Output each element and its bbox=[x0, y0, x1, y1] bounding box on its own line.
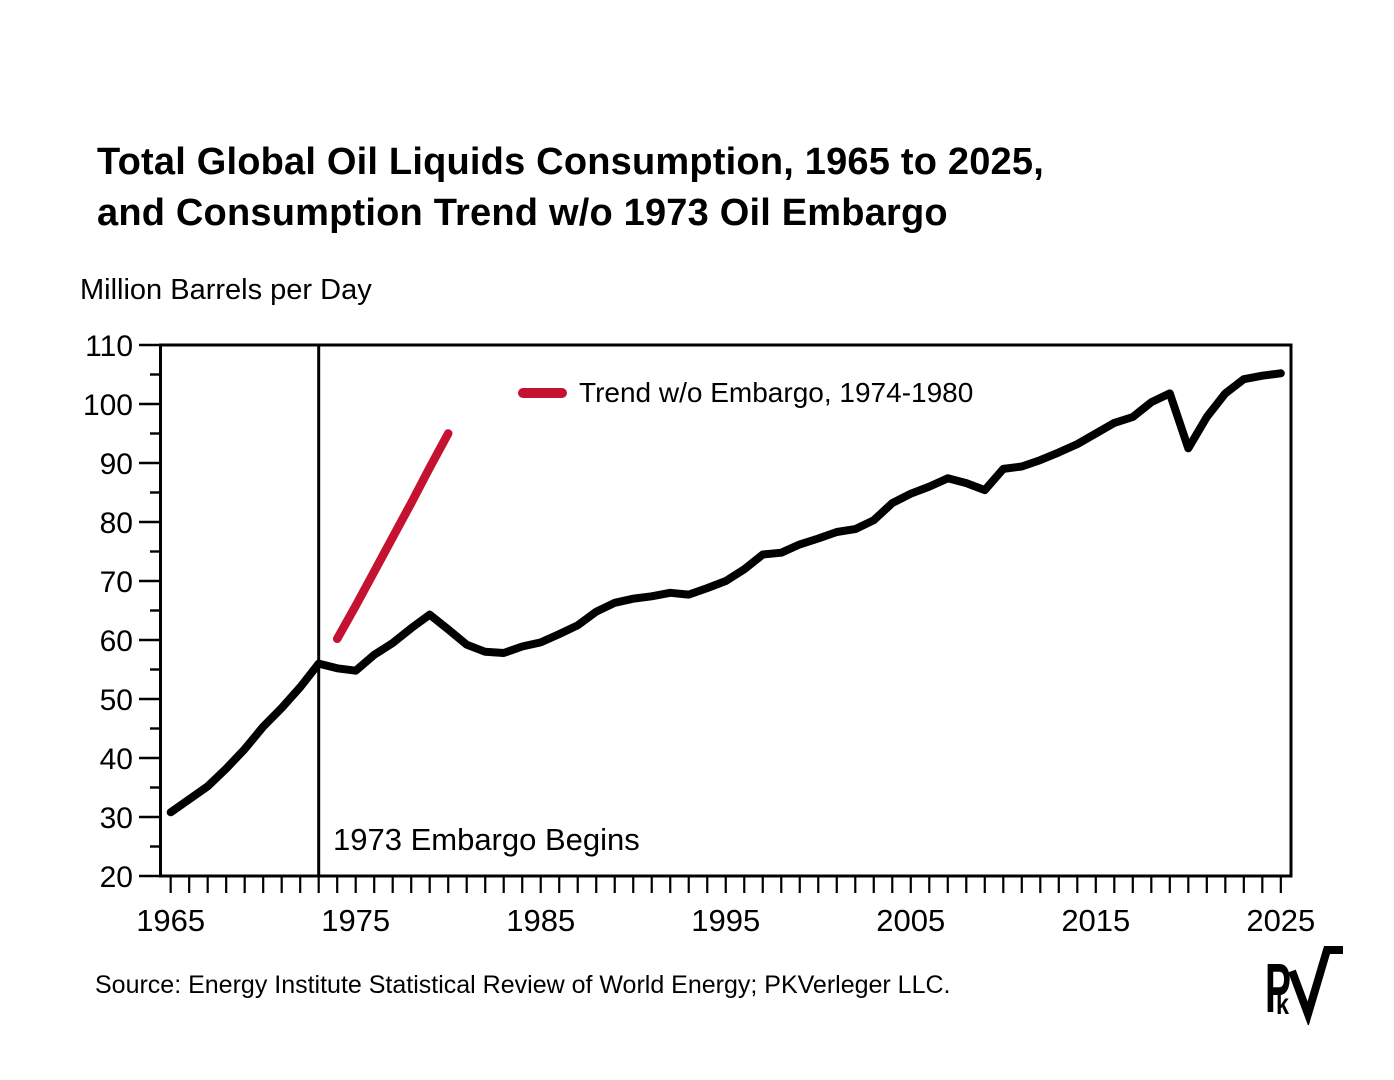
y-tick-label: 70 bbox=[100, 566, 133, 599]
y-tick-label: 60 bbox=[100, 625, 133, 658]
y-axis-unit-label: Million Barrels per Day bbox=[80, 274, 372, 306]
x-tick-label: 1975 bbox=[321, 903, 390, 938]
y-tick-label: 100 bbox=[83, 389, 133, 422]
chart-title-line2: and Consumption Trend w/o 1973 Oil Embar… bbox=[97, 192, 948, 234]
trend-series-line bbox=[332, 429, 453, 644]
logo-letter-k: k bbox=[1276, 988, 1289, 1021]
embargo-annotation: 1973 Embargo Begins bbox=[333, 822, 640, 857]
pkverleger-logo: P k bbox=[1265, 946, 1343, 1025]
legend-swatch-red-line bbox=[518, 388, 567, 398]
x-tick-label: 2025 bbox=[1246, 903, 1315, 938]
y-tick-label: 110 bbox=[85, 330, 133, 363]
legend-trend: Trend w/o Embargo, 1974-1980 bbox=[518, 377, 973, 409]
y-tick-label: 30 bbox=[100, 802, 133, 835]
logo-letter-p: P bbox=[1265, 949, 1291, 1025]
y-tick-label: 90 bbox=[100, 448, 133, 481]
x-tick-label: 1965 bbox=[136, 903, 205, 938]
y-tick-label: 40 bbox=[100, 743, 133, 776]
consumption-series-line bbox=[166, 369, 1285, 817]
y-tick-label: 80 bbox=[100, 507, 133, 540]
x-tick-label: 2005 bbox=[876, 903, 945, 938]
source-note: Source: Energy Institute Statistical Rev… bbox=[95, 971, 951, 999]
legend-label: Trend w/o Embargo, 1974-1980 bbox=[579, 377, 974, 408]
logo-check-mark bbox=[1288, 946, 1343, 1025]
x-tick-label: 1995 bbox=[691, 903, 760, 938]
x-tick-label: 1985 bbox=[506, 903, 575, 938]
y-tick-label: 20 bbox=[100, 861, 133, 894]
x-tick-label: 2015 bbox=[1061, 903, 1130, 938]
chart-title-line1: Total Global Oil Liquids Consumption, 19… bbox=[97, 141, 1044, 183]
chart-title: Total Global Oil Liquids Consumption, 19… bbox=[97, 137, 1044, 239]
y-tick-label: 50 bbox=[100, 684, 133, 717]
